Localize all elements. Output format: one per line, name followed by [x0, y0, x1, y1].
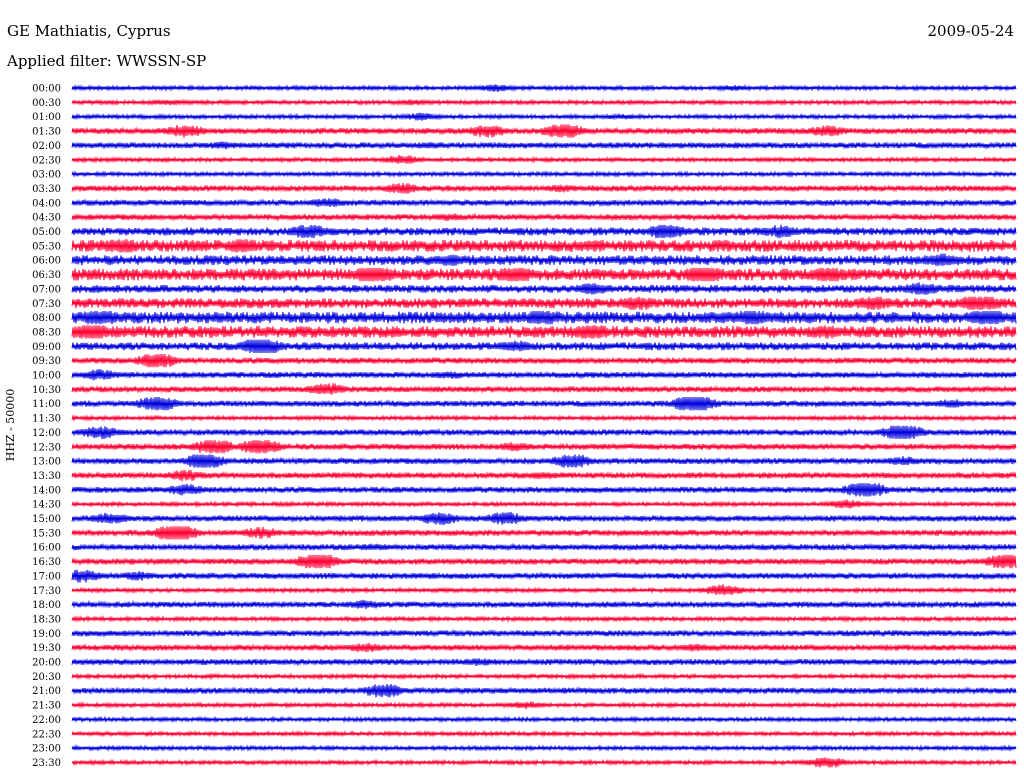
row-time-label: 11:30 — [32, 414, 61, 425]
station-title: GE Mathiatis, Cyprus — [7, 22, 171, 40]
trace-01-30 — [71, 124, 1017, 138]
row-time-label: 13:00 — [32, 457, 61, 468]
row-time-label: 18:30 — [32, 614, 61, 625]
row-time-label: 05:30 — [32, 241, 61, 252]
trace-02-00 — [71, 140, 1017, 150]
row-time-label: 13:30 — [32, 471, 61, 482]
seismogram-traces: 00:00 00:30 01:00 01:30 02:00 02:30 03:00 03:30… — [32, 84, 1017, 769]
row-time-label: 16:30 — [32, 557, 61, 568]
row-time-label: 15:30 — [32, 528, 61, 539]
trace-08-00 — [71, 310, 1017, 325]
row-time-label: 07:00 — [32, 284, 61, 295]
row-time-label: 12:00 — [32, 428, 61, 439]
row-time-label: 23:30 — [32, 758, 61, 769]
trace-16-30 — [71, 554, 1017, 569]
trace-15-00 — [71, 511, 1017, 526]
row-time-label: 21:30 — [32, 701, 61, 712]
row-time-label: 02:30 — [32, 155, 61, 166]
row-time-label: 19:30 — [32, 643, 61, 654]
y-axis-label: HHZ - 50000 — [4, 389, 17, 462]
row-time-label: 18:00 — [32, 600, 61, 611]
row-time-label: 12:30 — [32, 442, 61, 453]
row-time-label: 09:30 — [32, 356, 61, 367]
date-label: 2009-05-24 — [927, 22, 1014, 40]
row-time-label: 20:30 — [32, 672, 61, 683]
row-time-label: 04:30 — [32, 213, 61, 224]
row-time-label: 01:00 — [32, 112, 61, 123]
trace-06-30 — [71, 267, 1017, 282]
row-time-label: 22:30 — [32, 729, 61, 740]
row-time-label: 17:00 — [32, 571, 61, 582]
row-time-label: 05:00 — [32, 227, 61, 238]
row-time-label: 11:00 — [32, 399, 61, 410]
trace-10-00 — [71, 368, 1017, 381]
row-time-label: 14:00 — [32, 485, 61, 496]
trace-19-00 — [71, 628, 1017, 638]
row-time-label: 17:30 — [32, 586, 61, 597]
row-time-label: 08:30 — [32, 327, 61, 338]
row-time-label: 19:00 — [32, 629, 61, 640]
row-time-label: 00:30 — [32, 98, 61, 109]
row-time-label: 06:00 — [32, 256, 61, 267]
row-time-label: 10:00 — [32, 371, 61, 382]
trace-05-30 — [71, 239, 1017, 253]
trace-14-30 — [71, 499, 1017, 509]
row-time-label: 07:30 — [32, 299, 61, 310]
row-time-label: 15:00 — [32, 514, 61, 525]
row-time-label: 09:00 — [32, 342, 61, 353]
row-time-label: 04:00 — [32, 198, 61, 209]
row-time-label: 20:00 — [32, 658, 61, 669]
row-time-label: 23:00 — [32, 744, 61, 755]
row-time-label: 21:00 — [32, 686, 61, 697]
row-time-label: 02:00 — [32, 141, 61, 152]
row-time-label: 01:30 — [32, 127, 61, 138]
row-time-label: 06:30 — [32, 270, 61, 281]
row-time-label: 00:00 — [32, 84, 61, 95]
row-time-label: 03:00 — [32, 170, 61, 181]
trace-14-00 — [71, 483, 1017, 497]
filter-label: Applied filter: WWSSN-SP — [7, 52, 207, 70]
trace-12-30 — [71, 440, 1017, 454]
trace-07-30 — [71, 296, 1017, 310]
row-time-label: 16:00 — [32, 543, 61, 554]
row-time-label: 10:30 — [32, 385, 61, 396]
row-time-label: 08:00 — [32, 313, 61, 324]
trace-05-00 — [71, 224, 1017, 239]
row-time-label: 22:00 — [32, 715, 61, 726]
trace-09-30 — [71, 354, 1017, 368]
row-time-label: 14:30 — [32, 500, 61, 511]
row-time-label: 03:30 — [32, 184, 61, 195]
